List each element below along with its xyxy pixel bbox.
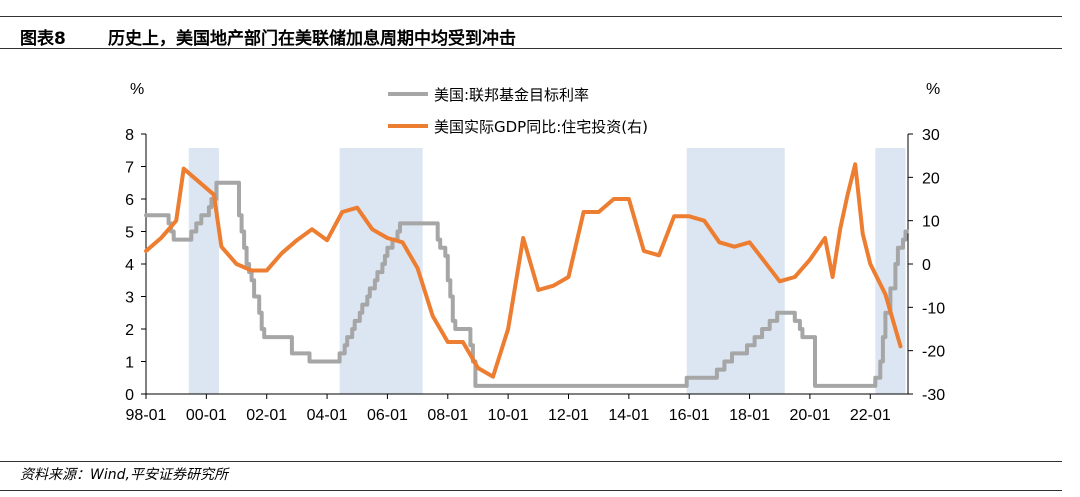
x-tick-label: 14-01: [608, 407, 649, 424]
right-axis-unit: %: [926, 81, 940, 98]
series-line-1: [144, 180, 909, 388]
x-tick-label: 98-01: [126, 407, 167, 424]
left-tick-label: 3: [125, 290, 134, 307]
header-top-rule: [0, 16, 1062, 17]
source-note: 资料来源：Wind,平安证券研究所: [20, 467, 228, 483]
x-tick-label: 10-01: [488, 407, 529, 424]
footer-bottom-rule: [0, 490, 1062, 491]
right-tick-label: 0: [922, 257, 931, 274]
shaded-periods: [188, 148, 906, 394]
left-tick-label: 1: [125, 355, 134, 372]
right-tick-label: -30: [922, 387, 945, 404]
x-tick-label: 00-01: [186, 407, 227, 424]
x-tick-label: 08-01: [427, 407, 468, 424]
x-tick-label: 18-01: [729, 407, 770, 424]
right-tick-label: 10: [922, 214, 940, 231]
x-tick-label: 20-01: [789, 407, 830, 424]
shaded-period-1: [188, 148, 219, 394]
series-line-2: [144, 162, 903, 379]
figure-label: 图表8: [20, 29, 66, 49]
chart: 0 1 2 3 4 5 6 7 8 -30 -20 -10 0 10 20 30% % 98-01 00-01 02-…: [125, 81, 945, 424]
x-tick-label: 04-01: [307, 407, 348, 424]
shaded-period-4: [875, 148, 906, 394]
right-tick-label: 20: [922, 170, 940, 187]
figure-header: 图表8 历史上，美国地产部门在美联储加息周期中均受到冲击: [0, 0, 1062, 49]
figure-title: 历史上，美国地产部门在美联储加息周期中均受到冲击: [108, 29, 516, 49]
chart-axes: 0 1 2 3 4 5 6 7 8 -30 -20 -10 0 10 20 30% % 98-01 00-01 02-…: [125, 81, 945, 424]
footer-rule: [0, 461, 1062, 462]
left-tick-label: 8: [125, 127, 134, 144]
x-tick-label: 22-01: [850, 407, 891, 424]
right-tick-label: -20: [922, 344, 945, 361]
left-tick-label: 6: [125, 192, 134, 209]
left-tick-label: 5: [125, 225, 134, 242]
right-tick-label: 30: [922, 127, 940, 144]
x-tick-label: 12-01: [548, 407, 589, 424]
left-tick-label: 7: [125, 160, 134, 177]
x-tick-label: 06-01: [367, 407, 408, 424]
legend-label-2: 美国实际GDP同比:住宅投资(右): [434, 118, 648, 136]
left-tick-label: 2: [125, 322, 134, 339]
legend-label-1: 美国:联邦基金目标利率: [434, 86, 589, 104]
left-tick-label: 0: [125, 387, 134, 404]
left-tick-label: 4: [125, 257, 134, 274]
chart-series: [144, 162, 909, 388]
left-axis-unit: %: [130, 81, 144, 98]
right-tick-label: -10: [922, 300, 945, 317]
x-tick-label: 02-01: [246, 407, 287, 424]
x-tick-label: 16-01: [669, 407, 710, 424]
